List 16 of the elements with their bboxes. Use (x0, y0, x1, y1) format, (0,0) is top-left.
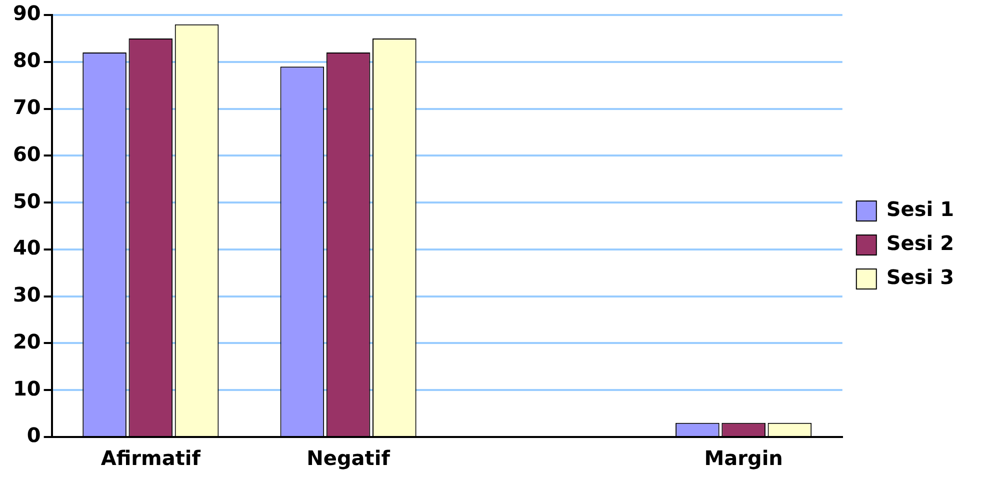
y-tick-label: 20 (12, 329, 41, 354)
y-tick-label: 70 (12, 94, 41, 119)
legend-label: Sesi 2 (886, 231, 954, 256)
y-tick-label: 0 (26, 423, 41, 448)
y-tick-label: 90 (12, 1, 41, 26)
y-tick-label: 10 (12, 376, 41, 400)
y-tick-label: 50 (12, 188, 41, 213)
legend-label: Sesi 1 (886, 197, 954, 222)
y-tick-label: 60 (12, 142, 41, 166)
y-tick-label: 40 (12, 236, 41, 260)
x-tick-label: Margin (704, 446, 783, 470)
x-tick-label: Afirmatif (100, 446, 201, 470)
y-tick-label: 80 (12, 48, 41, 72)
x-tick-label: Negatif (306, 446, 390, 470)
y-tick-label: 30 (12, 282, 41, 307)
legend-label: Sesi 3 (886, 265, 954, 290)
